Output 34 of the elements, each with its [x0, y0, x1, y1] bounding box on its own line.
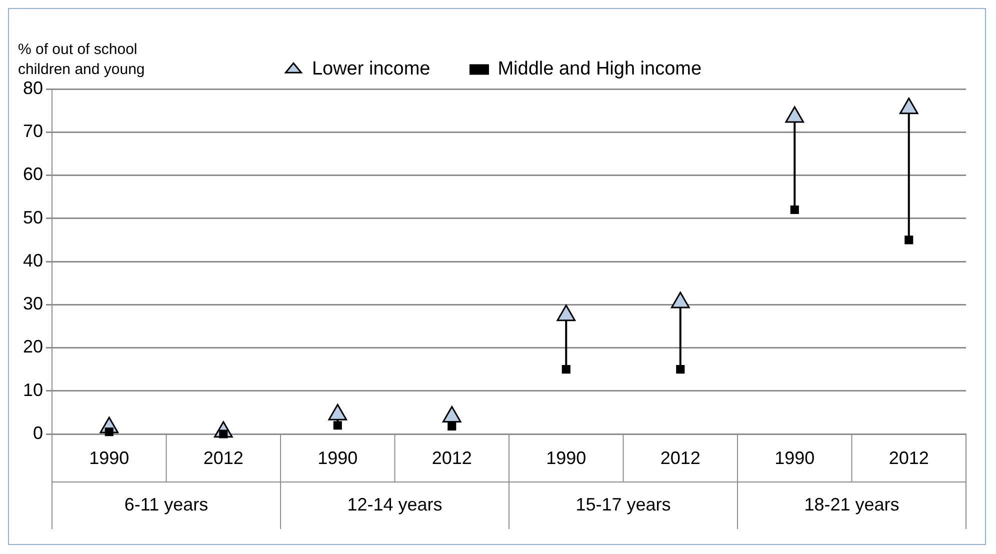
y-tick-label: 50 — [22, 207, 44, 228]
text: 12-14 years — [347, 494, 442, 514]
y-tick-label: 20 — [22, 336, 44, 357]
point — [562, 365, 570, 374]
point — [104, 428, 114, 436]
legend-label: Lower income — [312, 58, 430, 80]
point — [333, 421, 342, 430]
y-tick-label: 80 — [22, 78, 44, 98]
x-tick-label: 2012 — [888, 448, 929, 468]
point — [670, 292, 690, 308]
y-axis-title: % of out of school children and young — [18, 41, 145, 78]
y-tick-label: 60 — [22, 164, 44, 184]
x-tick-label: 1990 — [318, 448, 358, 468]
text: 6-11 years — [124, 494, 208, 514]
y-tick-label: 40 — [22, 250, 44, 270]
x-tick-label: 1990 — [89, 448, 130, 468]
text: 15-17 years — [576, 494, 671, 514]
x-tick-label: 1990 — [546, 448, 586, 468]
x-tick-label: 2012 — [432, 448, 472, 468]
point — [676, 365, 685, 374]
y-tick-label: 30 — [22, 294, 44, 314]
point — [448, 422, 456, 431]
y-tick-label: 70 — [22, 121, 44, 142]
text: 18-21 years — [804, 494, 900, 514]
point — [556, 304, 576, 322]
y-tick-label: 10 — [22, 380, 44, 400]
x-tick-label: 2012 — [660, 448, 700, 468]
point — [899, 98, 918, 114]
point — [785, 106, 804, 123]
legend-label: Middle and High income — [498, 58, 702, 80]
x-tick-label: 2012 — [203, 448, 244, 468]
x-tick-label: 1990 — [774, 448, 815, 468]
y-tick-label: 0 — [33, 422, 44, 443]
point — [219, 430, 228, 438]
